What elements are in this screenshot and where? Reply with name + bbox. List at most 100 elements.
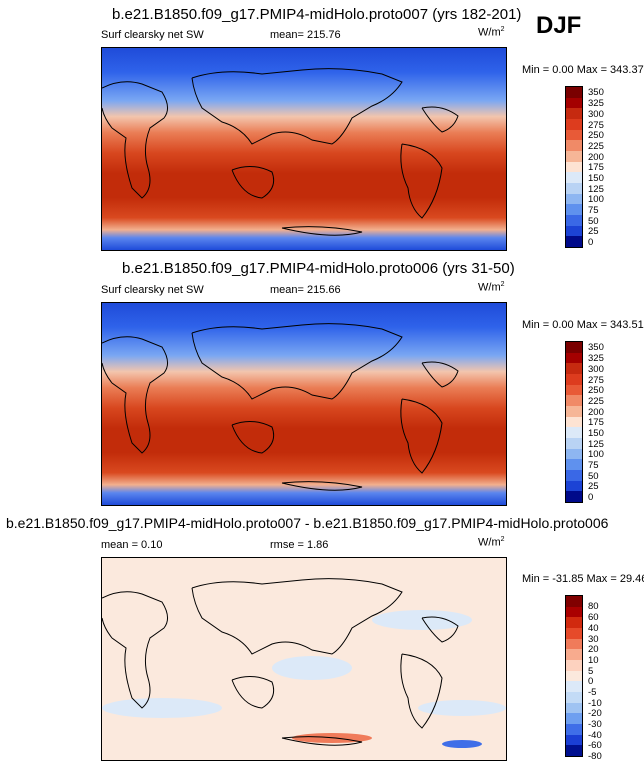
panel1-cbar-tick: 150 [588, 173, 604, 184]
panel1-cbar-cell [566, 108, 582, 119]
panel2-cbar-tick: 175 [588, 417, 604, 428]
panel3-cbar-tick: -10 [588, 698, 602, 709]
panel2-cbar-cell [566, 491, 582, 502]
panel2-cbar-cell [566, 395, 582, 406]
panel3-cbar-tick: 80 [588, 601, 599, 612]
panel2-cbar-cell [566, 470, 582, 481]
panel3-cbar-tick: -40 [588, 730, 602, 741]
panel3-cbar-cell [566, 596, 582, 607]
panel3-cbar-cell [566, 649, 582, 660]
panel3-cbar-cell [566, 638, 582, 650]
panel1-cbar-cell [566, 87, 582, 98]
panel1-cbar-tick: 75 [588, 205, 599, 216]
panel2-cbar-cell [566, 374, 582, 385]
panel3-cbar-cell [566, 702, 582, 714]
panel1-units: W/m2 [478, 26, 505, 39]
panel3-cbar-cell [566, 606, 582, 618]
panel3-cbar-cell [566, 692, 582, 703]
panel2-cbar-tick: 150 [588, 428, 604, 439]
panel1-cbar-tick: 350 [588, 87, 604, 98]
panel3-cbar-tick: 30 [588, 634, 599, 645]
panel2-map [101, 302, 507, 506]
panel1-cbar-cell [566, 97, 582, 109]
panel2-cbar-cell [566, 448, 582, 460]
panel3-cbar-cell [566, 628, 582, 639]
panel2-cbar-tick: 250 [588, 385, 604, 396]
panel1-colorbar [565, 86, 583, 248]
panel3-cbar-tick: -60 [588, 740, 602, 751]
panel2-cbar-tick: 50 [588, 471, 599, 482]
panel2-cbar-tick: 350 [588, 342, 604, 353]
panel1-cbar-cell [566, 129, 582, 141]
panel1-mean: mean= 215.76 [270, 29, 341, 41]
panel2-cbar-tick: 300 [588, 364, 604, 375]
panel3-title: b.e21.B1850.f09_g17.PMIP4-midHolo.proto0… [6, 515, 609, 531]
panel2-cbar-cell [566, 459, 582, 471]
panel2-cbar-cell [566, 352, 582, 364]
panel3-cbar-cell [566, 660, 582, 671]
panel2-field-label: Surf clearsky net SW [101, 284, 204, 296]
panel1-cbar-cell [566, 172, 582, 184]
panel3-cbar-cell [566, 670, 582, 682]
panel1-title: b.e21.B1850.f09_g17.PMIP4-midHolo.proto0… [112, 6, 522, 23]
panel1-cbar-cell [566, 193, 582, 205]
panel3-cbar-tick: 40 [588, 623, 599, 634]
season-label: DJF [536, 12, 582, 39]
panel3-cbar-tick: 5 [588, 666, 594, 677]
panel2-coastlines [102, 323, 459, 491]
panel1-cbar-tick: 125 [588, 184, 604, 195]
panel3-cbar-cell [566, 713, 582, 725]
panel2-minmax: Min = 0.00 Max = 343.51 [522, 319, 644, 331]
panel1-cbar-tick: 300 [588, 109, 604, 120]
panel1-cbar-tick: 200 [588, 152, 604, 163]
panel3-units: W/m2 [478, 536, 505, 549]
panel1-cbar-tick: 175 [588, 162, 604, 173]
panel1-field-label: Surf clearsky net SW [101, 29, 204, 41]
panel2-colorbar [565, 341, 583, 503]
panel1-cbar-tick: 275 [588, 120, 604, 131]
panel3-cbar-cell [566, 745, 582, 756]
panel3-map [101, 557, 507, 761]
panel1-cbar-cell [566, 204, 582, 216]
panel1-cbar-tick: 50 [588, 216, 599, 227]
panel3-cbar-tick: 60 [588, 612, 599, 623]
panel2-cbar-cell [566, 427, 582, 439]
panel1-cbar-tick: 250 [588, 130, 604, 141]
panel3-mean: mean = 0.10 [101, 539, 163, 551]
panel3-minmax: Min = -31.85 Max = 29.46 [522, 573, 644, 585]
panel3-cbar-tick: 20 [588, 644, 599, 655]
panel3-colorbar [565, 595, 583, 757]
panel1-minmax: Min = 0.00 Max = 343.37 [522, 64, 644, 76]
panel1-cbar-tick: 325 [588, 98, 604, 109]
panel3-cbar-cell [566, 617, 582, 628]
panel3-cbar-cell [566, 681, 582, 693]
panel1-cbar-tick: 100 [588, 194, 604, 205]
panel1-cbar-cell [566, 225, 582, 237]
panel1-cbar-cell [566, 236, 582, 247]
panel1-cbar-cell [566, 140, 582, 151]
panel1-cbar-cell [566, 151, 582, 162]
panel3-coastlines [102, 578, 459, 746]
panel1-cbar-cell [566, 183, 582, 194]
panel2-cbar-cell [566, 384, 582, 396]
panel2-cbar-tick: 100 [588, 449, 604, 460]
panel2-cbar-tick: 25 [588, 481, 599, 492]
panel3-cbar-cell [566, 724, 582, 735]
panel1-cbar-tick: 225 [588, 141, 604, 152]
panel2-cbar-tick: 0 [588, 492, 594, 503]
panel2-cbar-tick: 275 [588, 375, 604, 386]
panel1-map [101, 47, 507, 251]
panel3-cbar-tick: 10 [588, 655, 599, 666]
panel2-cbar-tick: 225 [588, 396, 604, 407]
panel1-cbar-cell [566, 215, 582, 226]
panel1-cbar-tick: 25 [588, 226, 599, 237]
panel2-cbar-cell [566, 438, 582, 449]
panel2-cbar-cell [566, 406, 582, 417]
panel2-cbar-tick: 325 [588, 353, 604, 364]
panel3-cbar-tick: -30 [588, 719, 602, 730]
panel3-cbar-tick: -5 [588, 687, 597, 698]
panel2-cbar-cell [566, 416, 582, 428]
panel2-units: W/m2 [478, 281, 505, 294]
panel1-cbar-cell [566, 119, 582, 130]
panel2-field-fill [102, 303, 506, 505]
